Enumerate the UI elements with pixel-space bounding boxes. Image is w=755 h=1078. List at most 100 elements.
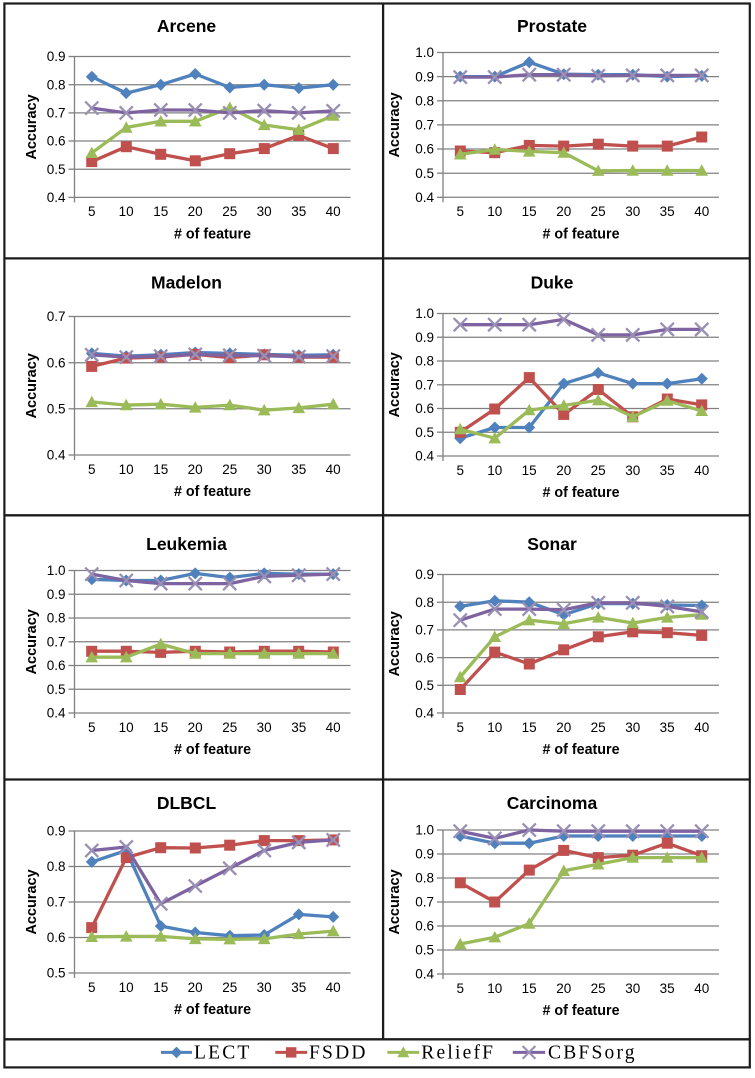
svg-text:35: 35 — [660, 720, 675, 735]
svg-text:10: 10 — [119, 462, 134, 477]
svg-text:30: 30 — [257, 980, 272, 995]
svg-text:15: 15 — [522, 204, 537, 219]
svg-text:1.0: 1.0 — [415, 823, 434, 838]
svg-text:10: 10 — [487, 720, 502, 735]
svg-text:30: 30 — [257, 204, 272, 219]
svg-text:LECT: LECT — [194, 1043, 252, 1064]
svg-text:30: 30 — [257, 462, 272, 477]
svg-text:# of feature: # of feature — [174, 484, 251, 500]
svg-text:40: 40 — [694, 720, 709, 735]
svg-text:0.8: 0.8 — [415, 94, 434, 109]
svg-text:DLBCL: DLBCL — [157, 793, 217, 813]
svg-text:15: 15 — [153, 462, 168, 477]
svg-text:20: 20 — [556, 981, 571, 996]
svg-text:0.9: 0.9 — [415, 847, 434, 862]
svg-text:35: 35 — [291, 204, 306, 219]
svg-text:0.5: 0.5 — [415, 678, 434, 693]
svg-text:Sonar: Sonar — [527, 534, 577, 554]
svg-text:30: 30 — [625, 720, 640, 735]
svg-text:35: 35 — [291, 980, 306, 995]
svg-text:20: 20 — [556, 463, 571, 478]
svg-text:0.4: 0.4 — [415, 706, 434, 721]
svg-text:# of feature: # of feature — [174, 742, 251, 758]
svg-text:# of feature: # of feature — [542, 742, 619, 758]
svg-text:CBFSorg: CBFSorg — [548, 1043, 637, 1064]
svg-text:# of feature: # of feature — [542, 226, 619, 242]
svg-text:0.6: 0.6 — [415, 401, 434, 416]
svg-text:10: 10 — [487, 463, 502, 478]
svg-text:0.4: 0.4 — [415, 190, 434, 205]
svg-text:15: 15 — [522, 981, 537, 996]
svg-text:25: 25 — [222, 462, 237, 477]
svg-text:0.4: 0.4 — [415, 449, 434, 464]
svg-text:# of feature: # of feature — [174, 226, 251, 242]
svg-text:0.4: 0.4 — [415, 967, 434, 982]
svg-text:0.5: 0.5 — [415, 166, 434, 181]
svg-text:5: 5 — [88, 980, 96, 995]
svg-text:10: 10 — [487, 981, 502, 996]
svg-text:40: 40 — [694, 463, 709, 478]
svg-text:0.4: 0.4 — [47, 190, 66, 205]
svg-text:10: 10 — [487, 204, 502, 219]
svg-text:0.6: 0.6 — [47, 355, 66, 370]
svg-text:25: 25 — [591, 204, 606, 219]
svg-text:40: 40 — [694, 204, 709, 219]
svg-text:Madelon: Madelon — [151, 273, 222, 293]
svg-text:0.5: 0.5 — [47, 162, 66, 177]
svg-text:0.9: 0.9 — [415, 330, 434, 345]
svg-text:Accuracy: Accuracy — [387, 611, 403, 676]
svg-text:0.5: 0.5 — [47, 682, 66, 697]
svg-text:Arcene: Arcene — [157, 16, 217, 36]
svg-text:0.8: 0.8 — [415, 354, 434, 369]
svg-text:5: 5 — [456, 463, 464, 478]
svg-text:40: 40 — [694, 981, 709, 996]
svg-text:25: 25 — [222, 720, 237, 735]
svg-text:25: 25 — [591, 720, 606, 735]
svg-text:40: 40 — [326, 204, 341, 219]
svg-text:0.8: 0.8 — [47, 611, 66, 626]
svg-text:15: 15 — [153, 204, 168, 219]
svg-text:0.8: 0.8 — [415, 871, 434, 886]
svg-text:20: 20 — [556, 204, 571, 219]
svg-text:40: 40 — [326, 720, 341, 735]
svg-text:0.7: 0.7 — [415, 623, 434, 638]
svg-text:0.4: 0.4 — [47, 448, 66, 463]
svg-text:0.7: 0.7 — [415, 118, 434, 133]
svg-text:0.6: 0.6 — [415, 142, 434, 157]
svg-text:5: 5 — [88, 720, 96, 735]
svg-text:Prostate: Prostate — [517, 16, 587, 36]
svg-text:Accuracy: Accuracy — [387, 352, 403, 417]
svg-text:0.7: 0.7 — [47, 106, 66, 121]
svg-text:Accuracy: Accuracy — [24, 353, 40, 418]
svg-text:5: 5 — [456, 981, 464, 996]
svg-text:20: 20 — [188, 720, 203, 735]
svg-text:1.0: 1.0 — [47, 563, 66, 578]
svg-text:15: 15 — [522, 720, 537, 735]
svg-text:40: 40 — [326, 462, 341, 477]
svg-text:20: 20 — [188, 980, 203, 995]
svg-text:15: 15 — [153, 980, 168, 995]
svg-text:Accuracy: Accuracy — [387, 869, 403, 934]
svg-text:0.4: 0.4 — [47, 706, 66, 721]
svg-text:5: 5 — [456, 720, 464, 735]
svg-text:0.7: 0.7 — [47, 895, 66, 910]
svg-text:0.8: 0.8 — [415, 595, 434, 610]
svg-text:10: 10 — [119, 720, 134, 735]
svg-text:0.8: 0.8 — [47, 859, 66, 874]
svg-text:0.9: 0.9 — [47, 49, 66, 64]
svg-text:10: 10 — [119, 980, 134, 995]
svg-text:0.6: 0.6 — [47, 658, 66, 673]
svg-text:0.6: 0.6 — [47, 930, 66, 945]
svg-text:Leukemia: Leukemia — [146, 534, 227, 554]
svg-text:15: 15 — [522, 463, 537, 478]
svg-text:Accuracy: Accuracy — [387, 92, 403, 157]
svg-text:35: 35 — [660, 981, 675, 996]
svg-text:FSDD: FSDD — [309, 1043, 368, 1064]
svg-text:1.0: 1.0 — [415, 45, 434, 60]
svg-text:Accuracy: Accuracy — [24, 94, 40, 159]
svg-text:35: 35 — [291, 720, 306, 735]
svg-text:0.9: 0.9 — [47, 824, 66, 839]
svg-text:# of feature: # of feature — [542, 485, 619, 501]
svg-text:20: 20 — [556, 720, 571, 735]
svg-text:1.0: 1.0 — [415, 306, 434, 321]
